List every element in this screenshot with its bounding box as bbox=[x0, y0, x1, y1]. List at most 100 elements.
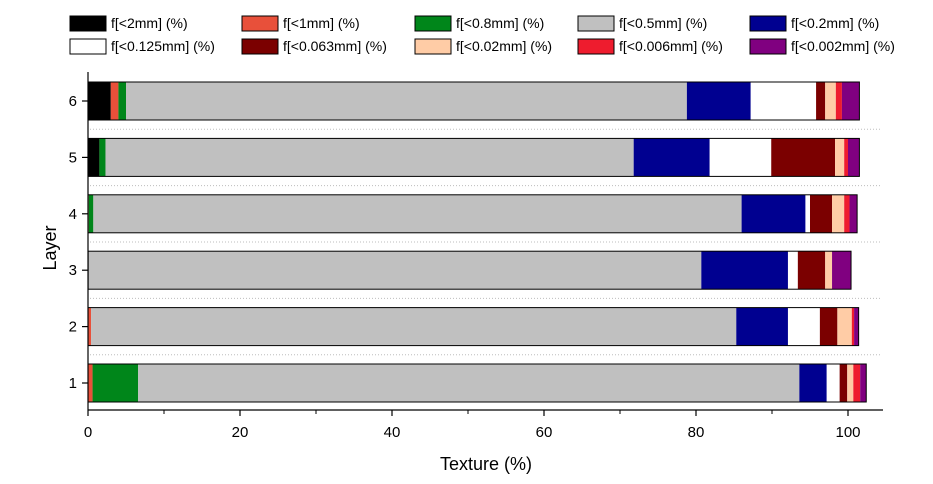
bar-row-layer-4 bbox=[87, 194, 858, 234]
bar-segment bbox=[88, 364, 93, 402]
legend-swatch bbox=[241, 15, 279, 32]
x-tick-label: 60 bbox=[536, 424, 553, 441]
legend-item: f[<0.02mm] (%) bbox=[414, 38, 552, 55]
bar-segment bbox=[847, 364, 854, 402]
legend-swatch bbox=[577, 38, 615, 55]
bar-segment bbox=[805, 194, 810, 233]
legend-swatch bbox=[749, 15, 787, 32]
bar-segment bbox=[750, 82, 817, 120]
x-tick-label: 100 bbox=[835, 424, 860, 441]
legend-label: f[<0.002mm] (%) bbox=[791, 38, 895, 54]
bar-segment bbox=[736, 307, 788, 346]
x-tick-label: 0 bbox=[84, 424, 92, 441]
bar-row-layer-3 bbox=[87, 250, 852, 290]
legend-label: f[<0.2mm] (%) bbox=[791, 15, 879, 31]
bar-segment bbox=[810, 194, 833, 233]
legend-swatch bbox=[414, 15, 452, 32]
bar-segment bbox=[701, 251, 788, 290]
legend-item: f[<0.002mm] (%) bbox=[749, 38, 895, 55]
bar-segment bbox=[771, 138, 836, 177]
legend-label: f[<0.063mm] (%) bbox=[283, 38, 387, 54]
bar-segment bbox=[118, 82, 126, 120]
legend-swatch bbox=[414, 38, 452, 55]
legend-label: f[<0.125mm] (%) bbox=[111, 38, 215, 54]
bar-row-layer-5 bbox=[87, 137, 860, 177]
bar-segment bbox=[787, 307, 820, 346]
bar-segment bbox=[825, 251, 833, 290]
legend-label: f[<2mm] (%) bbox=[111, 15, 188, 31]
bar-segment bbox=[633, 138, 710, 177]
bar-segment bbox=[88, 194, 94, 233]
y-tick-label: 2 bbox=[69, 319, 77, 336]
x-tick-label: 20 bbox=[232, 424, 249, 441]
x-tick-label: 40 bbox=[384, 424, 401, 441]
bar-segment bbox=[88, 251, 702, 290]
y-tick-label: 3 bbox=[69, 262, 77, 279]
bar-segment bbox=[837, 307, 852, 346]
bar-segment bbox=[797, 251, 826, 290]
legend-label: f[<1mm] (%) bbox=[283, 15, 360, 31]
bar-segment bbox=[854, 307, 859, 346]
bar-segment bbox=[91, 307, 737, 346]
legend-item: f[<0.006mm] (%) bbox=[577, 38, 723, 55]
bar-segment bbox=[88, 82, 111, 120]
bar-segment bbox=[848, 138, 860, 177]
legend-label: f[<0.02mm] (%) bbox=[456, 38, 552, 54]
bar-segment bbox=[741, 194, 806, 233]
x-axis-title: Texture (%) bbox=[440, 454, 532, 474]
bar-segment bbox=[832, 194, 845, 233]
bar-segment bbox=[851, 307, 855, 346]
legend-item: f[<0.5mm] (%) bbox=[577, 15, 707, 32]
bar-segment bbox=[832, 251, 852, 290]
legend: f[<2mm] (%) f[<1mm] (%) f[<0.8mm] (%) f[<0.… bbox=[69, 15, 895, 55]
bar-segment bbox=[93, 194, 742, 233]
legend-item: f[<0.8mm] (%) bbox=[414, 15, 544, 32]
bar-segment bbox=[92, 364, 139, 402]
bar-row-layer-6 bbox=[87, 81, 860, 121]
y-tick-label: 5 bbox=[69, 149, 77, 166]
legend-item: f[<0.125mm] (%) bbox=[69, 38, 215, 55]
bar-segment bbox=[849, 194, 858, 233]
bar-segment bbox=[841, 82, 860, 120]
bar-segment bbox=[839, 364, 848, 402]
legend-label: f[<0.006mm] (%) bbox=[619, 38, 723, 54]
y-ticks: 1 2 3 4 5 6 bbox=[69, 93, 88, 392]
legend-item: f[<2mm] (%) bbox=[69, 15, 188, 32]
bar-segment bbox=[88, 307, 92, 346]
legend-swatch bbox=[69, 38, 107, 55]
legend-swatch bbox=[749, 38, 787, 55]
y-tick-label: 6 bbox=[69, 93, 77, 110]
bar-segment bbox=[819, 307, 838, 346]
bar-segment bbox=[835, 82, 842, 120]
x-tick-label: 80 bbox=[688, 424, 705, 441]
bar-segment bbox=[826, 364, 840, 402]
y-axis-title: Layer bbox=[40, 225, 60, 270]
bar-segment bbox=[816, 82, 826, 120]
bar-row-layer-2 bbox=[87, 307, 860, 347]
bar-segment bbox=[787, 251, 798, 290]
y-tick-label: 1 bbox=[69, 375, 77, 392]
legend-swatch bbox=[69, 15, 107, 32]
bar-segment bbox=[853, 364, 861, 402]
bar-segment bbox=[825, 82, 836, 120]
bar-segment bbox=[138, 364, 800, 402]
bar-segment bbox=[709, 138, 772, 177]
bar-segment bbox=[844, 138, 848, 177]
legend-item: f[<0.063mm] (%) bbox=[241, 38, 387, 55]
bar-segment bbox=[844, 194, 850, 233]
bar-segment bbox=[88, 138, 100, 177]
legend-label: f[<0.8mm] (%) bbox=[456, 15, 544, 31]
legend-item: f[<1mm] (%) bbox=[241, 15, 360, 32]
bar-segment bbox=[105, 138, 634, 177]
legend-swatch bbox=[241, 38, 279, 55]
y-tick-label: 4 bbox=[69, 206, 77, 223]
bar-segment bbox=[110, 82, 119, 120]
axes bbox=[87, 72, 883, 411]
bar-segment bbox=[126, 82, 687, 120]
x-ticks: 0 20 40 60 80 100 bbox=[84, 410, 861, 441]
legend-label: f[<0.5mm] (%) bbox=[619, 15, 707, 31]
legend-item: f[<0.2mm] (%) bbox=[749, 15, 879, 32]
bar-row-layer-1 bbox=[87, 363, 867, 403]
legend-swatch bbox=[577, 15, 615, 32]
